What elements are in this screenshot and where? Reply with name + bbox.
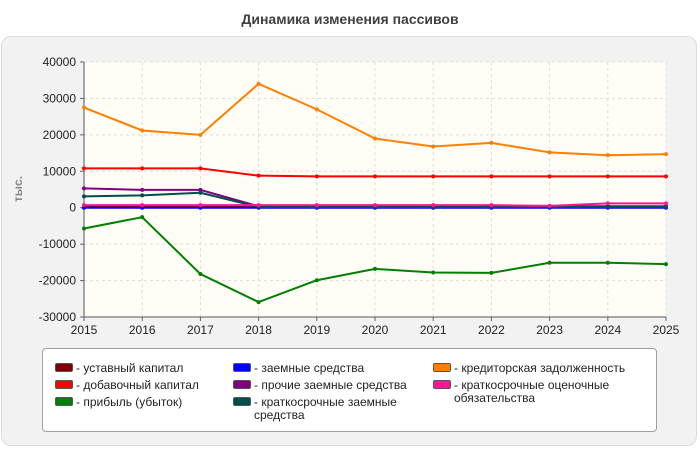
series-7: [82, 201, 668, 208]
data-point: [314, 278, 319, 283]
data-point: [198, 132, 203, 137]
data-point: [605, 204, 610, 209]
legend-label: - краткосрочные заемные средства: [254, 395, 397, 422]
series-2: [82, 215, 668, 305]
data-point: [140, 193, 145, 198]
data-point: [373, 174, 377, 179]
legend-swatch: [233, 397, 251, 406]
data-point: [198, 272, 203, 277]
x-tick-label: 2023: [536, 323, 563, 337]
data-point: [431, 144, 436, 149]
data-point: [198, 190, 203, 195]
legend-label: - заемные средства: [254, 361, 365, 375]
data-point: [82, 166, 86, 171]
data-point: [82, 105, 86, 110]
y-tick-label: -20000: [39, 274, 77, 288]
data-point: [547, 260, 552, 265]
data-point: [82, 194, 86, 199]
y-axis-label: тыс.: [11, 176, 25, 202]
legend-swatch: [55, 397, 73, 406]
data-point: [431, 270, 436, 275]
data-point: [489, 270, 494, 275]
x-tick-label: 2016: [129, 323, 156, 337]
data-point: [547, 174, 552, 179]
data-point: [664, 201, 668, 206]
data-point: [373, 203, 377, 208]
x-tick-label: 2020: [362, 323, 389, 337]
y-tick-label: -10000: [39, 237, 77, 251]
data-point: [198, 203, 203, 208]
y-tick-label: 0: [69, 201, 76, 215]
axes: 400003000020000100000-10000-20000-300002…: [39, 55, 680, 337]
legend-label: - прочие заемные средства: [254, 378, 407, 392]
legend-swatch: [55, 363, 73, 372]
data-point: [664, 174, 668, 179]
data-point: [605, 174, 610, 179]
x-tick-label: 2021: [420, 323, 447, 337]
data-point: [140, 215, 145, 220]
data-point: [82, 186, 86, 191]
data-point: [664, 152, 668, 157]
legend-label: - уставный капитал: [76, 361, 184, 375]
legend-label: - добавочный капитал: [76, 378, 199, 392]
x-tick-label: 2025: [653, 323, 680, 337]
data-point: [605, 201, 610, 206]
legend: - уставный капитал - добавочный капитал - …: [42, 348, 657, 432]
data-point: [489, 203, 494, 208]
x-tick-label: 2015: [71, 323, 98, 337]
data-point: [198, 166, 203, 171]
data-point: [431, 203, 436, 208]
data-point: [489, 140, 494, 145]
legend-swatch: [433, 363, 451, 372]
y-tick-label: -30000: [39, 310, 77, 324]
legend-label: - кредиторская задолженность: [454, 361, 626, 375]
data-point: [140, 203, 145, 208]
legend-label: - прибыль (убыток): [76, 395, 183, 409]
data-point: [314, 174, 319, 179]
legend-label: - краткосрочные оценочные обязательства: [454, 378, 610, 405]
legend-swatch: [233, 363, 251, 372]
legend-swatch: [233, 380, 251, 389]
data-point: [664, 262, 668, 267]
data-point: [489, 174, 494, 179]
x-tick-label: 2019: [303, 323, 330, 337]
data-point: [373, 136, 377, 141]
data-point: [256, 300, 261, 305]
data-point: [82, 203, 86, 208]
data-point: [373, 266, 377, 271]
x-tick-label: 2017: [187, 323, 214, 337]
data-point: [140, 128, 145, 133]
data-point: [605, 260, 610, 265]
x-tick-label: 2018: [245, 323, 272, 337]
series-1: [82, 166, 668, 179]
data-point: [198, 187, 203, 192]
x-tick-label: 2022: [478, 323, 505, 337]
x-tick-label: 2024: [594, 323, 621, 337]
legend-swatch: [55, 380, 73, 389]
data-point: [314, 203, 319, 208]
chart-title: Динамика изменения пассивов: [241, 11, 459, 27]
data-point: [140, 166, 145, 171]
data-point: [547, 150, 552, 155]
y-tick-label: 20000: [43, 128, 77, 142]
data-point: [82, 226, 86, 231]
data-point: [256, 173, 261, 178]
y-tick-label: 40000: [43, 55, 77, 69]
y-tick-label: 30000: [43, 91, 77, 105]
data-point: [547, 203, 552, 208]
data-point: [140, 187, 145, 192]
data-point: [256, 81, 261, 86]
series-group: [82, 81, 668, 305]
data-point: [314, 107, 319, 112]
data-point: [664, 204, 668, 209]
data-point: [605, 153, 610, 158]
series-6: [82, 81, 668, 158]
y-tick-label: 10000: [43, 164, 77, 178]
data-point: [431, 174, 436, 179]
data-point: [256, 203, 261, 208]
legend-swatch: [433, 380, 451, 389]
